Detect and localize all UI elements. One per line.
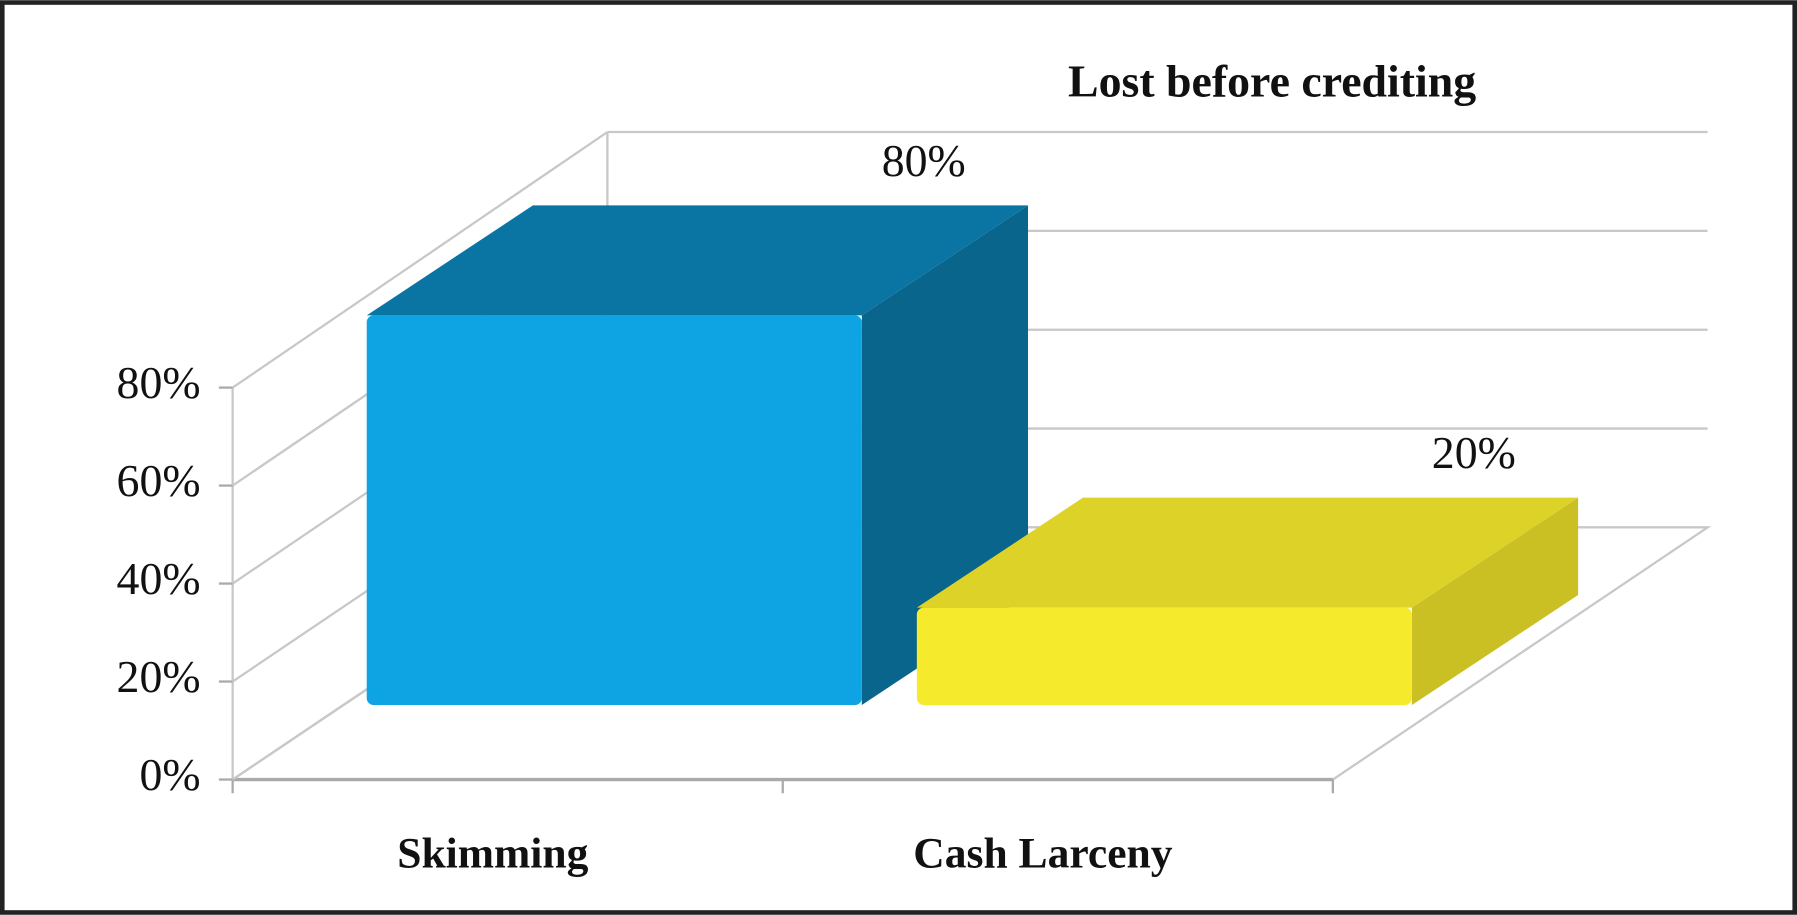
y-tick-label: 0% [139,749,200,800]
bar-top [916,497,1579,608]
bar-top [366,205,1029,316]
x-tick-label: Cash Larceny [913,829,1172,877]
grid-line [232,131,609,389]
bar [916,607,1412,706]
bar [366,315,862,706]
value-label: 80% [882,135,966,186]
value-label: 20% [1432,427,1516,478]
y-tick-label: 20% [117,651,201,702]
y-tick-label: 80% [117,357,201,408]
y-tick-label: 40% [117,553,201,604]
chart-title: Lost before crediting [1068,56,1476,107]
x-tick-label: Skimming [397,829,588,877]
y-tick-label: 60% [117,455,201,506]
bar-side [1411,497,1579,706]
